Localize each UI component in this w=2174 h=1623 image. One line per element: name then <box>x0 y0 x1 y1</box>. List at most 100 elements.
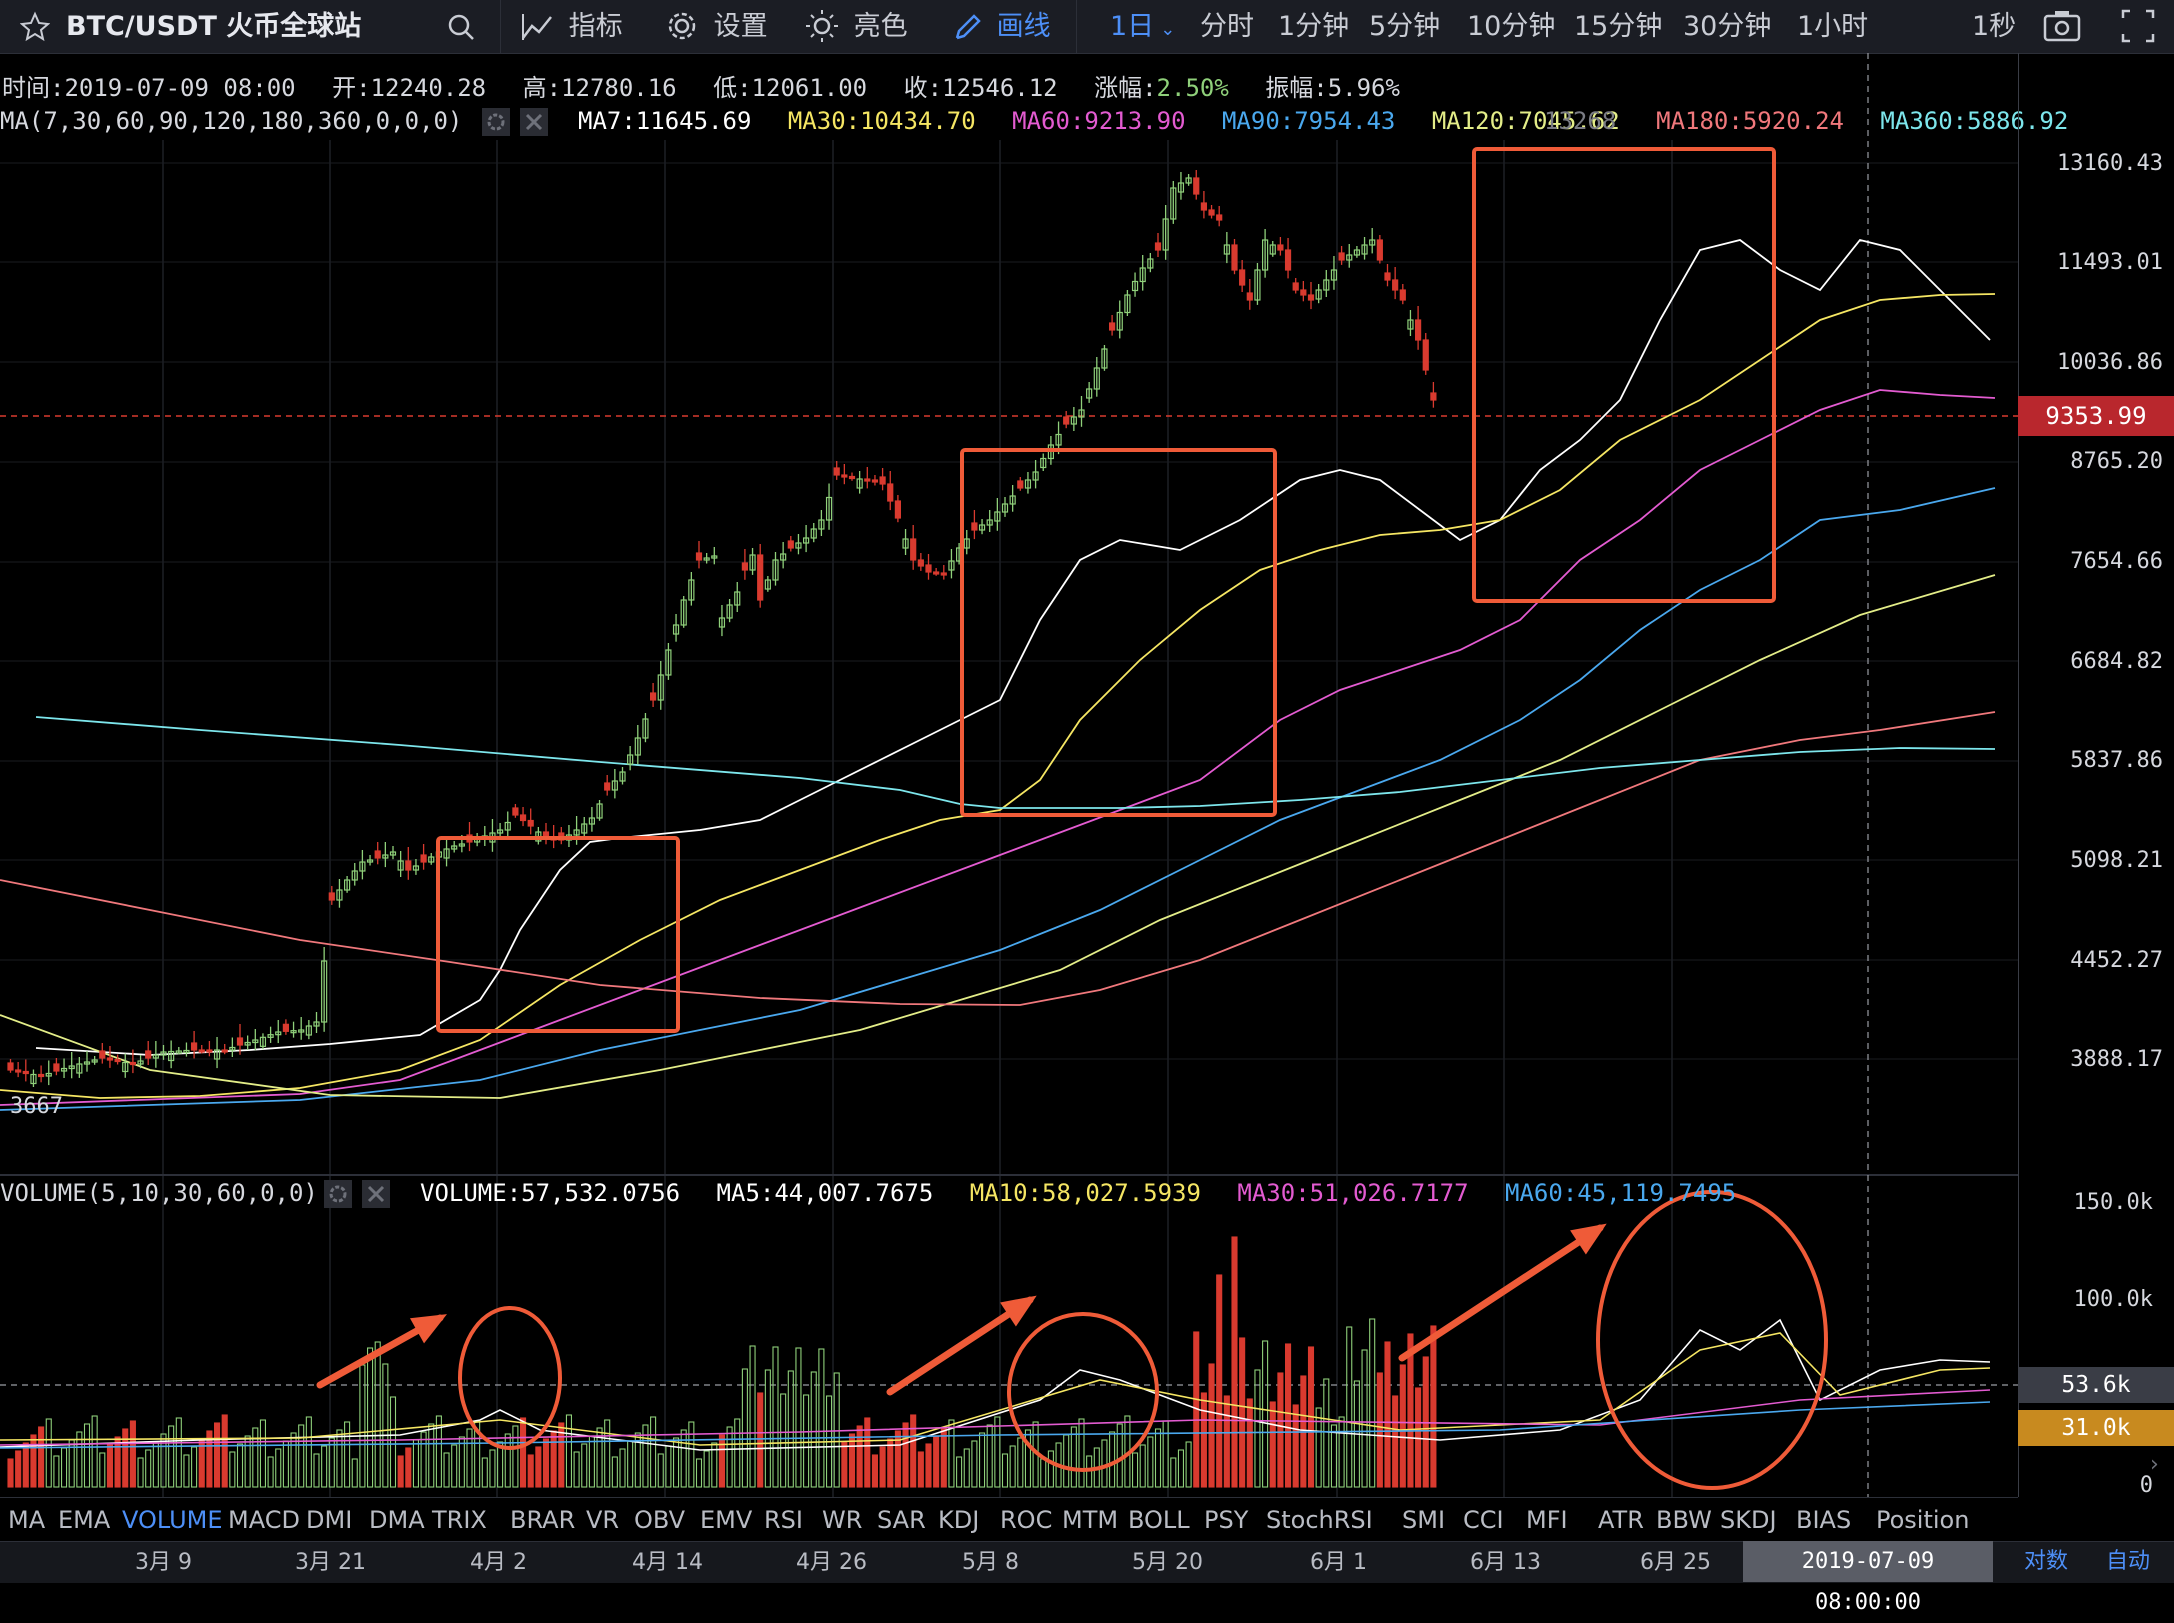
volume-bar <box>236 1443 244 1488</box>
period-1min[interactable]: 1分钟 <box>1278 11 1350 42</box>
indicator-tab-position[interactable]: Position <box>1876 1506 1970 1534</box>
volume-bar <box>1116 1423 1123 1488</box>
indicator-tab-stochrsi[interactable]: StochRSI <box>1266 1506 1373 1534</box>
period-1d[interactable]: 1日 ⌄ <box>1110 11 1176 42</box>
candle <box>122 1061 129 1073</box>
gear-icon[interactable] <box>482 108 510 140</box>
volume-bar <box>1430 1325 1437 1488</box>
ma-values: MA7:11645.69 MA30:10434.70 MA60:9213.90 … <box>578 107 2068 135</box>
period-15min[interactable]: 15分钟 <box>1574 11 1663 42</box>
refresh-interval[interactable]: 1秒 <box>1972 11 2017 42</box>
indicator-tab-bias[interactable]: BIAS <box>1796 1506 1852 1534</box>
candle <box>772 559 779 581</box>
candle <box>757 554 764 601</box>
candle <box>397 860 404 871</box>
log-scale-toggle[interactable]: 对数 <box>2024 1549 2069 1574</box>
indicator-tab-ma[interactable]: MA <box>8 1506 46 1534</box>
gear-icon <box>668 12 696 40</box>
candle <box>1200 202 1208 211</box>
candle <box>1369 239 1376 246</box>
volume-bar <box>290 1432 297 1488</box>
vol-ma5-value: MA5:44,007.7675 <box>716 1179 934 1207</box>
indicator-tab-psy[interactable]: PSY <box>1204 1506 1249 1534</box>
settings-button[interactable]: 设置 <box>665 0 768 53</box>
indicator-tab-trix[interactable]: TRIX <box>432 1506 487 1534</box>
camera-icon[interactable] <box>2042 0 2082 53</box>
theme-button[interactable]: 亮色 <box>805 0 908 53</box>
close-icon[interactable] <box>520 108 548 140</box>
volume-bar <box>650 1416 657 1488</box>
volume-bar <box>680 1429 687 1488</box>
indicators-button[interactable]: 指标 <box>520 0 623 53</box>
candle <box>726 604 733 619</box>
volume-bar <box>504 1433 511 1488</box>
candle <box>581 823 588 834</box>
volume-bar <box>252 1427 259 1488</box>
volume-bars <box>7 1236 1437 1488</box>
indicator-tab-roc[interactable]: ROC <box>1000 1506 1053 1534</box>
price-axis[interactable]: 13160.43 11493.01 10036.86 8765.20 7654.… <box>2018 53 2174 1175</box>
indicator-tab-brar[interactable]: BRAR <box>510 1506 576 1534</box>
gear-icon[interactable] <box>324 1180 352 1212</box>
indicator-tab-atr[interactable]: ATR <box>1598 1506 1644 1534</box>
candle <box>1330 269 1338 281</box>
volume-bar <box>542 1438 550 1488</box>
indicator-tab-dma[interactable]: DMA <box>369 1506 425 1534</box>
period-5min[interactable]: 5分钟 <box>1369 11 1441 42</box>
date-tick: 6月 25 <box>1640 1550 1711 1575</box>
search-icon[interactable] <box>446 0 476 53</box>
volume-bar <box>948 1419 955 1488</box>
draw-button[interactable]: 画线 <box>952 0 1051 53</box>
kline-chart[interactable] <box>0 0 2018 1497</box>
auto-scale-toggle[interactable]: 自动 <box>2106 1549 2151 1574</box>
indicator-tab-boll[interactable]: BOLL <box>1128 1506 1190 1534</box>
volume-axis[interactable]: 150.0k 100.0k 0 <box>2018 1175 2174 1498</box>
star-icon[interactable] <box>19 0 51 53</box>
volume-row: VOLUME(5,10,30,60,0,0) <box>0 1179 318 1207</box>
indicator-tab-emv[interactable]: EMV <box>700 1506 753 1534</box>
indicator-icon <box>522 14 552 40</box>
indicator-tab-kdj[interactable]: KDJ <box>938 1506 980 1534</box>
volume-bar <box>1361 1349 1368 1488</box>
highlight-circle <box>1596 1190 1828 1490</box>
indicator-tab-dmi[interactable]: DMI <box>306 1506 353 1534</box>
indicator-tab-skdj[interactable]: SKDJ <box>1720 1506 1777 1534</box>
indicator-tab-wr[interactable]: WR <box>822 1506 863 1534</box>
indicator-tab-sar[interactable]: SAR <box>877 1506 926 1534</box>
candle <box>718 617 726 628</box>
volume-bar <box>627 1440 634 1488</box>
close-icon[interactable] <box>362 1180 390 1212</box>
volume-bar <box>741 1368 748 1488</box>
indicator-tab-vr[interactable]: VR <box>586 1506 620 1534</box>
candle <box>1246 292 1253 301</box>
scroll-right-icon[interactable]: › <box>2150 1452 2159 1477</box>
indicator-tab-rsi[interactable]: RSI <box>764 1506 803 1534</box>
candle <box>688 579 695 601</box>
volume-ma30-line <box>0 1389 1991 1446</box>
indicator-tab-mtm[interactable]: MTM <box>1062 1506 1119 1534</box>
period-10min[interactable]: 10分钟 <box>1467 11 1556 42</box>
indicator-tab-cci[interactable]: CCI <box>1463 1506 1504 1534</box>
period-timeline[interactable]: 分时 <box>1200 11 1254 42</box>
volume-bar <box>749 1345 756 1488</box>
volume-bar <box>1147 1436 1154 1488</box>
indicator-tab-mfi[interactable]: MFI <box>1526 1506 1568 1534</box>
candle <box>512 807 519 816</box>
indicator-tab-macd[interactable]: MACD <box>228 1506 300 1534</box>
candle <box>1422 339 1429 371</box>
candle <box>1131 280 1139 292</box>
indicator-tab-bbw[interactable]: BBW <box>1656 1506 1712 1534</box>
volume-bar <box>191 1446 198 1488</box>
indicator-tab-obv[interactable]: OBV <box>634 1506 686 1534</box>
candle <box>366 859 374 863</box>
period-1h[interactable]: 1小时 <box>1797 11 1869 42</box>
indicator-tab-ema[interactable]: EMA <box>58 1506 111 1534</box>
volume-bar <box>1001 1453 1009 1488</box>
volume-bar <box>1269 1401 1276 1488</box>
volume-bar <box>1132 1452 1139 1488</box>
volume-bar <box>787 1370 794 1488</box>
fullscreen-icon[interactable] <box>2120 0 2156 53</box>
indicator-tab-smi[interactable]: SMI <box>1402 1506 1446 1534</box>
indicator-tab-volume[interactable]: VOLUME <box>122 1506 223 1534</box>
period-30min[interactable]: 30分钟 <box>1683 11 1772 42</box>
